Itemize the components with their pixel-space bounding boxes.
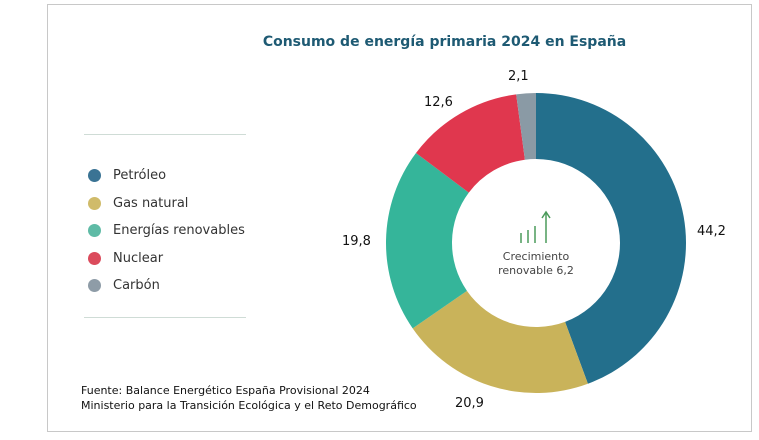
value-label-petroleo: 44,2	[697, 224, 726, 239]
legend-item-gas: Gas natural	[88, 190, 245, 218]
legend-label: Energías renovables	[113, 223, 245, 239]
source-note: Fuente: Balance Energético España Provis…	[81, 383, 417, 413]
chart-title: Consumo de energía primaria 2024 en Espa…	[262, 34, 627, 50]
source-line1: Fuente: Balance Energético España Provis…	[81, 384, 370, 397]
center-text-line2: renovable 6,2	[498, 264, 574, 277]
value-label-gas: 20,9	[455, 396, 484, 411]
donut-slice-petroleo	[536, 93, 687, 384]
legend: Petróleo Gas natural Energías renovables…	[88, 162, 245, 300]
legend-item-renovables: Energías renovables	[88, 217, 245, 245]
legend-divider-bottom	[84, 317, 246, 318]
legend-item-nuclear: Nuclear	[88, 245, 245, 273]
legend-dot	[88, 224, 101, 238]
value-label-renovables: 19,8	[342, 234, 371, 249]
donut-slice-energias-renovables	[386, 153, 469, 329]
donut-slice-gas-natural	[412, 290, 588, 393]
center-annotation: Crecimiento renovable 6,2	[476, 250, 596, 278]
legend-dot	[88, 196, 101, 210]
donut-slice-carbon	[516, 93, 536, 160]
legend-label: Carbón	[113, 278, 160, 294]
legend-dot	[88, 251, 101, 265]
legend-label: Petróleo	[113, 168, 167, 184]
legend-dot	[88, 279, 101, 293]
value-label-nuclear: 12,6	[424, 95, 453, 110]
legend-label: Nuclear	[113, 250, 164, 266]
legend-item-carbon: Carbón	[88, 272, 245, 300]
donut-slice-nuclear	[415, 94, 525, 193]
legend-dot	[88, 169, 101, 183]
legend-label: Gas natural	[113, 195, 189, 211]
center-text-line1: Crecimiento	[502, 250, 570, 263]
value-label-carbon: 2,1	[508, 69, 529, 84]
chart-frame	[47, 4, 752, 432]
legend-item-petroleo: Petróleo	[88, 162, 245, 190]
legend-divider-top	[84, 134, 246, 135]
source-line2: Ministerio para la Transición Ecológica …	[81, 399, 417, 412]
